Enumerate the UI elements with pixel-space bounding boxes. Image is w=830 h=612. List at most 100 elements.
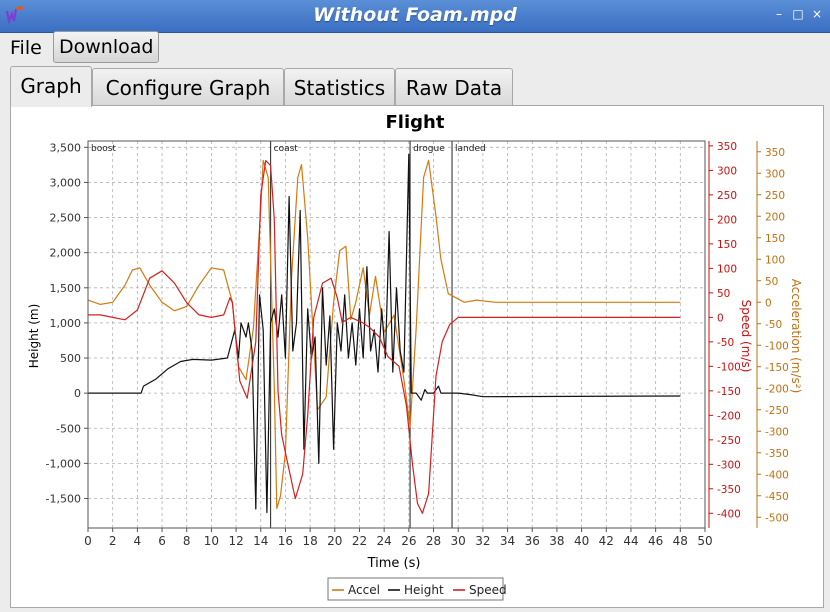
- height-tick-label: 1,500: [50, 282, 82, 295]
- speed-tick-label: 250: [717, 190, 737, 202]
- speed-tick-label: -400: [717, 508, 741, 520]
- height-tick-label: 500: [60, 352, 81, 365]
- x-tick-label: 44: [623, 534, 638, 548]
- speed-tick-label: 50: [717, 288, 730, 300]
- close-button[interactable]: ×: [811, 7, 823, 21]
- event-label-coast: coast: [274, 144, 299, 154]
- speed-tick-label: 0: [717, 312, 724, 324]
- x-tick-label: 32: [475, 534, 490, 548]
- chart-title: Flight: [386, 112, 445, 133]
- event-label-drogue: drogue: [413, 144, 445, 154]
- x-tick-label: 38: [549, 534, 564, 548]
- height-tick-label: -1,000: [46, 457, 81, 470]
- speed-axis-label: Speed (m/s): [739, 300, 753, 373]
- menu-bar: File: [0, 32, 830, 64]
- menu-download-button[interactable]: Download: [53, 31, 160, 63]
- graph-panel: Flight boost coast drogue landed 0 2 4 6 8 10 12 1…: [10, 105, 824, 608]
- x-tick-label: 22: [352, 534, 367, 548]
- accel-tick-label: 300: [765, 168, 785, 180]
- x-tick-label: 14: [253, 534, 268, 548]
- accel-tick-label: -350: [765, 448, 789, 460]
- x-tick-label: 2: [109, 534, 117, 548]
- x-tick-label: 36: [525, 534, 540, 548]
- accel-tick-label: -200: [765, 383, 789, 395]
- accel-tick-label: 350: [765, 147, 785, 159]
- event-label-landed: landed: [455, 144, 486, 154]
- x-axis-label: Time (s): [367, 556, 421, 571]
- height-tick-label: -500: [56, 422, 81, 435]
- accel-tick-label: -250: [765, 405, 789, 417]
- accel-tick-label: -450: [765, 491, 789, 503]
- speed-tick-label: -50: [717, 337, 734, 349]
- x-tick-label: 28: [426, 534, 441, 548]
- accel-tick-label: 100: [765, 254, 785, 266]
- legend-label-speed: Speed: [469, 583, 507, 597]
- flight-chart: Flight boost coast drogue landed 0 2 4 6 8 10 12 1…: [27, 112, 803, 601]
- speed-tick-label: 200: [717, 214, 737, 226]
- accel-tick-label: 150: [765, 233, 785, 245]
- x-tick-label: 18: [302, 534, 317, 548]
- height-axis-label: Height (m): [27, 304, 41, 369]
- app-logo-icon: [5, 5, 23, 25]
- accel-tick-label: 50: [765, 276, 778, 288]
- height-tick-label: 3,000: [50, 176, 82, 189]
- accel-tick-label: -400: [765, 469, 789, 481]
- height-tick-label: 2,500: [50, 212, 82, 225]
- speed-tick-label: 100: [717, 263, 737, 275]
- speed-tick-label: -250: [717, 435, 741, 447]
- speed-tick-label: -200: [717, 410, 741, 422]
- accel-tick-label: -50: [765, 319, 782, 331]
- x-tick-label: 16: [278, 534, 293, 548]
- x-tick-label: 26: [401, 534, 416, 548]
- accel-axis-label: Acceleration (m/s²): [789, 279, 803, 394]
- x-tick-label: 40: [574, 534, 589, 548]
- x-tick-label: 30: [451, 534, 466, 548]
- speed-tick-label: -150: [717, 386, 741, 398]
- tab-raw-data[interactable]: Raw Data: [395, 68, 513, 105]
- height-tick-label: 3,500: [50, 141, 82, 154]
- accel-tick-label: -100: [765, 340, 789, 352]
- event-label-boost: boost: [91, 144, 116, 154]
- tab-configure-graph[interactable]: Configure Graph: [92, 68, 284, 105]
- tab-statistics[interactable]: Statistics: [284, 68, 395, 105]
- accel-tick-label: -150: [765, 362, 789, 374]
- window-title: Without Foam.mpd: [313, 4, 517, 26]
- x-tick-label: 24: [377, 534, 392, 548]
- x-tick-label: 20: [327, 534, 342, 548]
- height-tick-label: 1,000: [50, 317, 82, 330]
- height-tick-label: 2,000: [50, 247, 82, 260]
- tab-graph[interactable]: Graph: [10, 66, 92, 107]
- x-tick-label: 42: [599, 534, 614, 548]
- speed-tick-label: 150: [717, 239, 737, 251]
- accel-tick-label: 200: [765, 211, 785, 223]
- height-tick-label: -1,500: [46, 493, 81, 506]
- x-tick-label: 6: [158, 534, 166, 548]
- x-tick-label: 50: [697, 534, 712, 548]
- x-tick-label: 46: [648, 534, 663, 548]
- legend-box: [327, 577, 504, 601]
- legend-label-accel: Accel: [348, 583, 380, 597]
- series-line-accel: [87, 159, 681, 510]
- speed-tick-label: 300: [717, 165, 737, 177]
- minimize-button[interactable]: –: [776, 7, 782, 21]
- maximize-button[interactable]: □: [792, 7, 804, 21]
- x-tick-label: 0: [84, 534, 92, 548]
- x-tick-label: 8: [183, 534, 191, 548]
- speed-tick-label: -350: [717, 484, 741, 496]
- legend-label-height: Height: [404, 583, 444, 597]
- speed-tick-label: -100: [717, 361, 741, 373]
- x-tick-label: 34: [500, 534, 515, 548]
- accel-tick-label: 0: [765, 297, 772, 309]
- menu-file[interactable]: File: [10, 37, 42, 59]
- height-tick-label: 0: [74, 387, 81, 400]
- plot-area: [87, 140, 706, 529]
- accel-tick-label: 250: [765, 190, 785, 202]
- accel-tick-label: -300: [765, 426, 789, 438]
- x-tick-label: 4: [134, 534, 142, 548]
- speed-tick-label: 350: [717, 141, 737, 153]
- x-tick-label: 10: [204, 534, 219, 548]
- series-line-speed: [88, 160, 681, 514]
- speed-tick-label: -300: [717, 459, 741, 471]
- accel-tick-label: -500: [765, 512, 789, 524]
- x-tick-label: 48: [673, 534, 688, 548]
